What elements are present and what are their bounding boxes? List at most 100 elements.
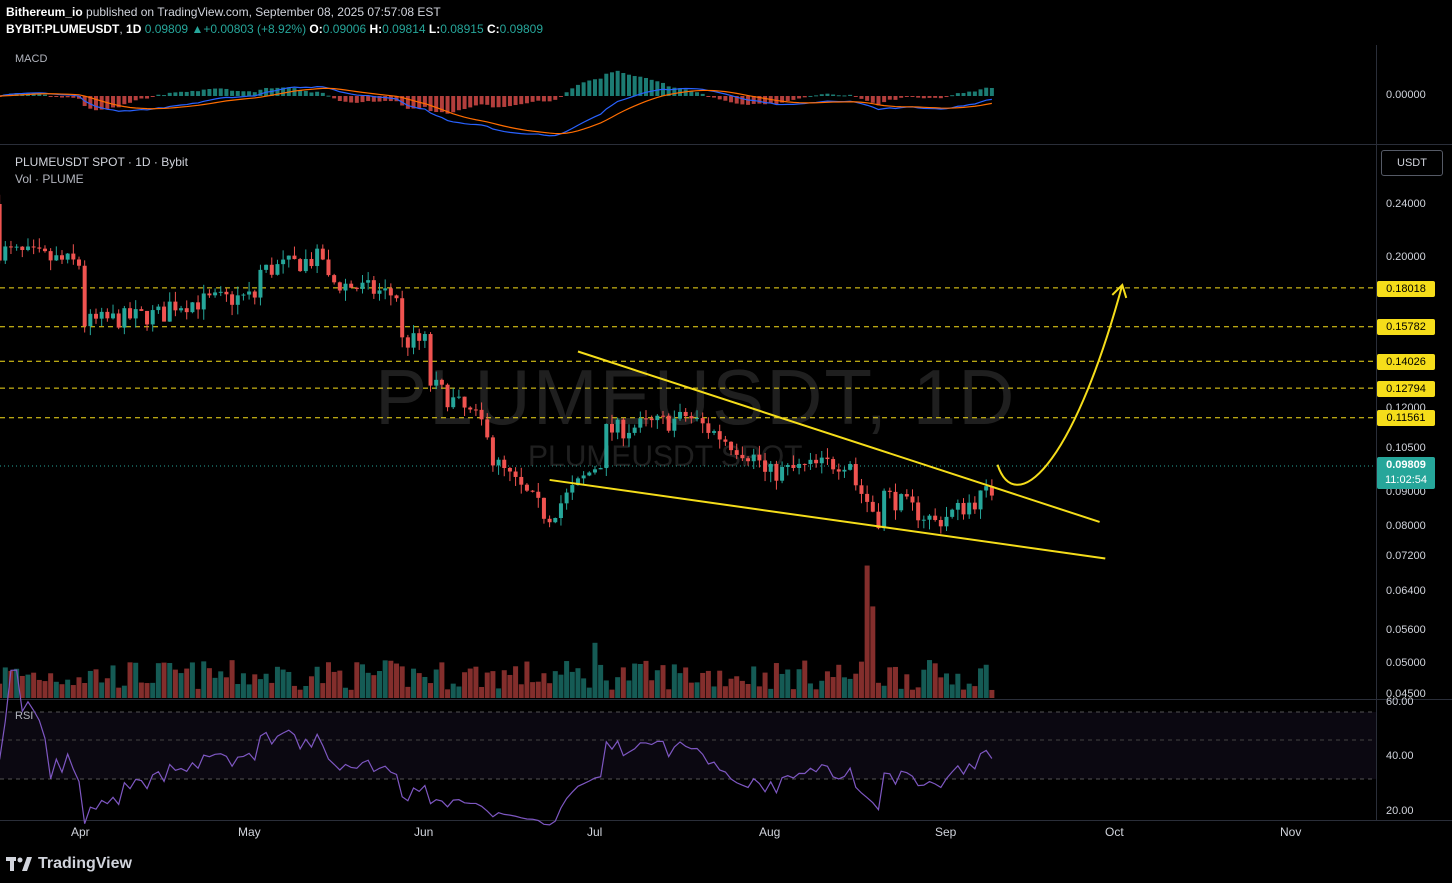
candle-body[interactable] bbox=[842, 469, 847, 472]
candle-body[interactable] bbox=[145, 310, 150, 325]
candle-body[interactable] bbox=[411, 333, 416, 348]
candle-body[interactable] bbox=[371, 280, 376, 294]
candle-body[interactable] bbox=[428, 334, 433, 386]
candle-body[interactable] bbox=[950, 509, 955, 517]
candle-body[interactable] bbox=[133, 309, 138, 319]
candle-body[interactable] bbox=[626, 432, 631, 439]
candle-body[interactable] bbox=[252, 291, 257, 298]
candle-body[interactable] bbox=[621, 419, 626, 439]
candle-body[interactable] bbox=[649, 418, 654, 421]
candle-body[interactable] bbox=[167, 301, 172, 322]
candle-body[interactable] bbox=[899, 494, 904, 511]
candle-body[interactable] bbox=[904, 494, 909, 497]
candle-body[interactable] bbox=[530, 490, 535, 492]
candle-body[interactable] bbox=[853, 464, 858, 486]
candle-body[interactable] bbox=[524, 484, 529, 491]
candle-body[interactable] bbox=[111, 313, 116, 319]
candle-body[interactable] bbox=[383, 288, 388, 291]
candle-body[interactable] bbox=[445, 384, 450, 408]
candle-body[interactable] bbox=[264, 264, 269, 270]
candle-body[interactable] bbox=[71, 253, 76, 260]
currency-button[interactable]: USDT bbox=[1381, 150, 1443, 176]
candle-body[interactable] bbox=[65, 253, 70, 260]
level-badge[interactable]: 0.11561 bbox=[1377, 410, 1435, 426]
candle-body[interactable] bbox=[20, 246, 25, 251]
candle-body[interactable] bbox=[870, 501, 875, 512]
candle-body[interactable] bbox=[292, 255, 297, 260]
trend-drawings[interactable] bbox=[549, 283, 1128, 560]
candle-body[interactable] bbox=[734, 450, 739, 455]
wedge-lower-trendline[interactable] bbox=[549, 478, 1106, 560]
candle-body[interactable] bbox=[553, 518, 558, 523]
candle-body[interactable] bbox=[933, 515, 938, 521]
candle-body[interactable] bbox=[275, 264, 280, 275]
candle-body[interactable] bbox=[536, 491, 541, 498]
candle-body[interactable] bbox=[541, 497, 546, 519]
level-badge[interactable]: 0.18018 bbox=[1377, 281, 1435, 297]
candle-body[interactable] bbox=[366, 280, 371, 283]
candle-body[interactable] bbox=[269, 264, 274, 275]
candle-body[interactable] bbox=[439, 379, 444, 385]
candle-body[interactable] bbox=[558, 503, 563, 519]
candle-body[interactable] bbox=[802, 463, 807, 465]
candle-body[interactable] bbox=[241, 294, 246, 296]
candle-body[interactable] bbox=[961, 502, 966, 515]
candle-body[interactable] bbox=[281, 259, 286, 265]
candle-body[interactable] bbox=[666, 415, 671, 431]
candle-body[interactable] bbox=[836, 469, 841, 472]
candle-body[interactable] bbox=[581, 475, 586, 479]
candle-body[interactable] bbox=[689, 416, 694, 419]
candle-body[interactable] bbox=[655, 415, 660, 421]
candle-body[interactable] bbox=[162, 306, 167, 322]
candle-body[interactable] bbox=[473, 409, 478, 411]
candle-body[interactable] bbox=[723, 439, 728, 442]
candle-body[interactable] bbox=[502, 459, 507, 469]
candle-body[interactable] bbox=[337, 282, 342, 291]
candle-body[interactable] bbox=[105, 311, 110, 319]
candle-body[interactable] bbox=[3, 246, 8, 261]
candle-body[interactable] bbox=[774, 463, 779, 481]
candle-body[interactable] bbox=[763, 460, 768, 472]
candle-body[interactable] bbox=[785, 464, 790, 467]
candle-body[interactable] bbox=[916, 502, 921, 521]
candle-body[interactable] bbox=[156, 306, 161, 311]
candle-body[interactable] bbox=[592, 469, 597, 473]
candle-body[interactable] bbox=[944, 516, 949, 527]
candle-body[interactable] bbox=[859, 485, 864, 494]
candle-body[interactable] bbox=[31, 246, 36, 248]
projection-curve[interactable] bbox=[996, 284, 1124, 486]
candle-body[interactable] bbox=[173, 301, 178, 311]
candle-body[interactable] bbox=[644, 418, 648, 420]
candle-body[interactable] bbox=[746, 458, 751, 462]
candle-body[interactable] bbox=[791, 464, 796, 468]
candle-body[interactable] bbox=[768, 463, 773, 472]
candle-body[interactable] bbox=[42, 248, 47, 252]
candle-body[interactable] bbox=[150, 310, 155, 325]
candle-body[interactable] bbox=[910, 496, 915, 503]
candle-body[interactable] bbox=[94, 313, 99, 319]
candle-body[interactable] bbox=[672, 418, 677, 431]
candle-body[interactable] bbox=[678, 411, 683, 419]
candle-body[interactable] bbox=[848, 464, 853, 470]
candle-body[interactable] bbox=[184, 308, 189, 313]
macd-label[interactable]: MACD bbox=[15, 53, 48, 65]
candle-body[interactable] bbox=[247, 291, 252, 295]
candle-body[interactable] bbox=[99, 311, 104, 319]
candle-body[interactable] bbox=[343, 283, 348, 291]
candle-body[interactable] bbox=[190, 302, 195, 313]
candle-body[interactable] bbox=[825, 457, 830, 460]
candle-body[interactable] bbox=[456, 396, 461, 398]
candle-body[interactable] bbox=[207, 293, 212, 296]
candle-body[interactable] bbox=[54, 255, 59, 261]
candle-body[interactable] bbox=[887, 490, 892, 492]
candle-body[interactable] bbox=[564, 492, 569, 504]
candle-body[interactable] bbox=[547, 518, 552, 523]
candle-body[interactable] bbox=[938, 520, 943, 527]
candle-body[interactable] bbox=[570, 485, 575, 493]
candle-body[interactable] bbox=[729, 441, 734, 451]
candle-body[interactable] bbox=[179, 308, 184, 311]
candle-body[interactable] bbox=[496, 459, 501, 466]
candle-body[interactable] bbox=[893, 491, 898, 511]
candle-body[interactable] bbox=[360, 282, 365, 289]
